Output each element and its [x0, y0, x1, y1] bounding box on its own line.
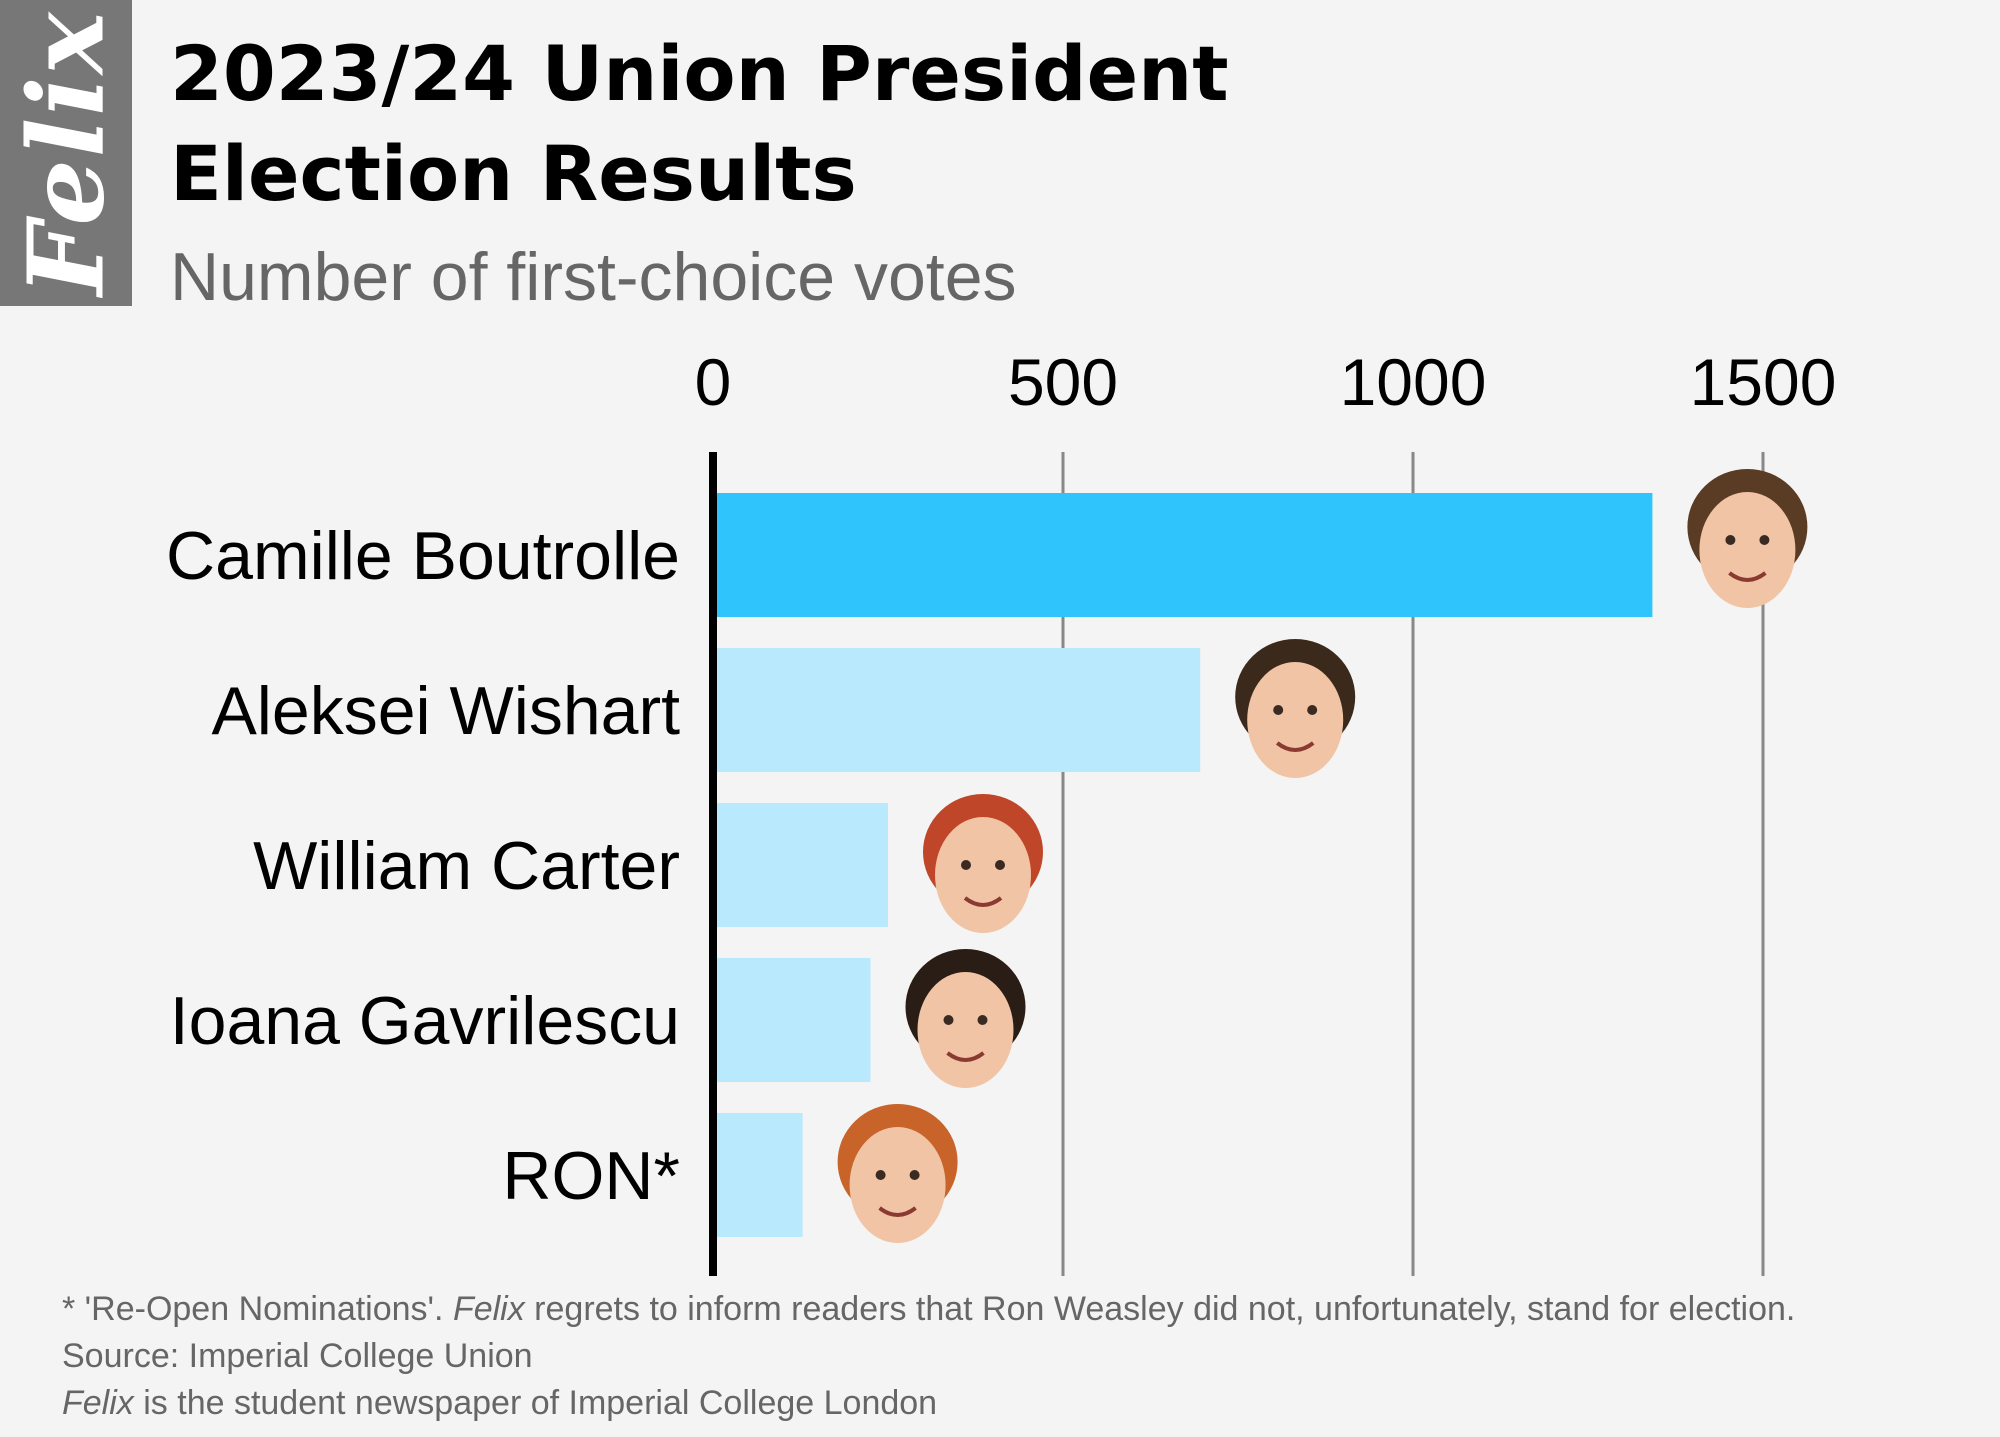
bar [713, 493, 1653, 617]
footnote-felix: Felix [452, 1290, 525, 1328]
chart-title: 2023/24 Union President Election Results [170, 24, 1270, 224]
x-tick-label: 1000 [1340, 345, 1487, 419]
category-label: Aleksei Wishart [211, 673, 680, 749]
x-tick-label: 1500 [1690, 345, 1837, 419]
x-tick-label: 0 [695, 345, 732, 419]
bar [713, 958, 871, 1082]
source-note: Source: Imperial College Union [62, 1337, 533, 1375]
candidate-photo [1687, 469, 1808, 608]
footnote-suffix: regrets to inform readers that Ron Weasl… [524, 1290, 1796, 1328]
bar [713, 1113, 803, 1237]
category-label: Camille Boutrolle [166, 518, 680, 594]
category-label: Ioana Gavrilescu [170, 983, 680, 1059]
title-line-2: Election Results [170, 129, 857, 218]
credit-note: Felix is the student newspaper of Imperi… [62, 1384, 937, 1423]
credit-suffix: is the student newspaper of Imperial Col… [133, 1384, 938, 1422]
footnote-ron: * 'Re-Open Nominations'. Felix regrets t… [62, 1290, 1795, 1329]
title-line-1: 2023/24 Union President [170, 29, 1229, 118]
bar [713, 803, 888, 927]
chart-subtitle: Number of first-choice votes [170, 239, 1017, 315]
candidate-photo [905, 949, 1026, 1088]
bar-chart: 0 500 1000 1500 Camille Boutrolle Aleksei Wis… [166, 345, 1837, 1276]
x-tick-label: 500 [1008, 345, 1118, 419]
candidate-photo [837, 1104, 958, 1243]
category-label: William Carter [253, 828, 680, 904]
category-label: RON* [502, 1138, 680, 1214]
bar [713, 648, 1201, 772]
footnote-prefix: * 'Re-Open Nominations'. [62, 1290, 453, 1328]
credit-felix: Felix [62, 1384, 134, 1422]
felix-logo: Felix [0, 0, 132, 306]
candidate-photo [923, 794, 1043, 933]
candidate-photo [1235, 639, 1356, 778]
